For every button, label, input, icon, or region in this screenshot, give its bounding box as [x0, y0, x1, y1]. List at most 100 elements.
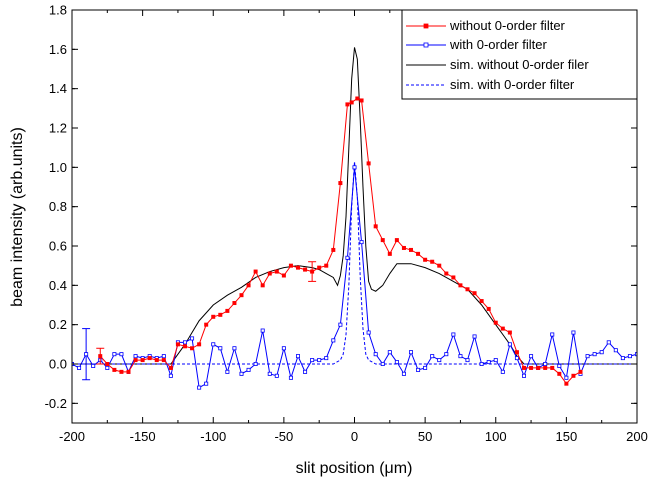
- y-tick-label: 1.0: [49, 160, 67, 175]
- data-point: [267, 371, 272, 376]
- y-tick-label: 0.2: [49, 317, 67, 332]
- data-point: [627, 354, 632, 359]
- x-axis-title: slit position (μm): [296, 460, 413, 477]
- data-point: [564, 381, 569, 386]
- data-point: [267, 271, 272, 276]
- y-tick-label: 0.4: [49, 278, 67, 293]
- data-point: [613, 348, 618, 353]
- x-tick-label: -100: [200, 429, 226, 444]
- legend-marker: [423, 23, 429, 29]
- data-point: [211, 314, 216, 319]
- data-point: [288, 263, 293, 268]
- legend-label: sim. with 0-order filter: [450, 77, 575, 92]
- data-point: [338, 322, 343, 327]
- y-tick-label: 0.8: [49, 199, 67, 214]
- x-tick-label: 50: [418, 429, 432, 444]
- y-tick-label: 1.8: [49, 3, 67, 18]
- data-point: [77, 365, 82, 370]
- data-point: [260, 283, 265, 288]
- data-point: [239, 371, 244, 376]
- data-point: [359, 240, 364, 245]
- data-point: [486, 360, 491, 365]
- data-point: [578, 369, 583, 374]
- data-point: [423, 365, 428, 370]
- data-point: [529, 354, 534, 359]
- data-point: [105, 361, 110, 366]
- data-point: [331, 338, 336, 343]
- data-point: [451, 275, 456, 280]
- data-point: [253, 269, 258, 274]
- data-point: [140, 358, 145, 363]
- data-point: [331, 247, 336, 252]
- data-point: [105, 365, 110, 370]
- data-point: [317, 265, 322, 270]
- data-point: [373, 224, 378, 229]
- legend-label: with 0-order filter: [449, 37, 547, 52]
- data-point: [430, 259, 435, 264]
- data-point: [324, 356, 329, 361]
- data-point: [324, 263, 329, 268]
- data-point: [444, 271, 449, 276]
- series-line: [99, 97, 581, 385]
- data-point: [507, 330, 512, 335]
- data-point: [218, 346, 223, 351]
- data-point: [204, 322, 209, 327]
- data-point: [161, 358, 166, 363]
- data-point: [281, 273, 286, 278]
- data-point: [458, 283, 463, 288]
- data-point: [514, 356, 519, 361]
- data-point: [366, 161, 371, 166]
- data-point: [486, 306, 491, 311]
- data-point: [522, 373, 527, 378]
- x-tick-label: -50: [274, 429, 293, 444]
- data-point: [274, 373, 279, 378]
- x-tick-label: -200: [59, 429, 85, 444]
- data-point: [98, 354, 103, 359]
- series-layer: [72, 47, 637, 390]
- data-point: [352, 165, 357, 170]
- data-point: [543, 365, 548, 370]
- data-point: [366, 330, 371, 335]
- data-point: [387, 350, 392, 355]
- data-point: [571, 373, 576, 378]
- data-point: [161, 354, 166, 359]
- data-point: [253, 361, 258, 366]
- data-point: [500, 326, 505, 331]
- data-point: [394, 238, 399, 243]
- data-point: [91, 363, 96, 368]
- legend-marker: [423, 42, 429, 48]
- y-tick-label: 0.0: [49, 357, 67, 372]
- data-point: [451, 332, 456, 337]
- data-point: [345, 255, 350, 260]
- data-point: [550, 365, 555, 370]
- data-point: [592, 352, 597, 357]
- data-point: [303, 267, 308, 272]
- data-point: [599, 350, 604, 355]
- data-point: [239, 293, 244, 298]
- data-point: [514, 350, 519, 355]
- data-point: [274, 269, 279, 274]
- y-tick-label: 1.6: [49, 42, 67, 57]
- data-point: [359, 98, 364, 103]
- data-point: [281, 346, 286, 351]
- data-point: [620, 356, 625, 361]
- data-point: [225, 369, 230, 374]
- y-axis-title: beam intensity (arb.units): [9, 127, 26, 307]
- data-point: [635, 352, 637, 357]
- data-point: [458, 354, 463, 359]
- data-point: [175, 342, 180, 347]
- data-point: [444, 352, 449, 357]
- data-point: [147, 356, 152, 361]
- data-point: [380, 238, 385, 243]
- data-point: [557, 363, 562, 368]
- data-point: [423, 257, 428, 262]
- data-point: [349, 100, 354, 105]
- data-point: [317, 358, 322, 363]
- data-point: [288, 375, 293, 380]
- data-point: [218, 312, 223, 317]
- data-point: [585, 354, 590, 359]
- data-point: [380, 361, 385, 366]
- data-point: [295, 354, 300, 359]
- data-point: [493, 320, 498, 325]
- data-point: [529, 365, 534, 370]
